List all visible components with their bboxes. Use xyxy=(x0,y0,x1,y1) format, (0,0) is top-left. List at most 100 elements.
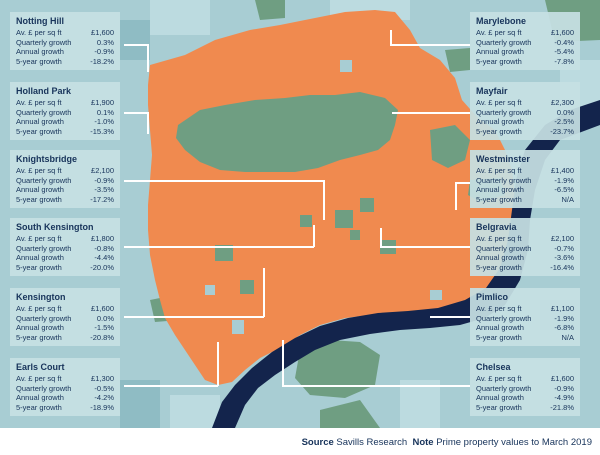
five-year-value: N/A xyxy=(561,194,574,204)
district-card-pimlico: Pimlico Av. £ per sq ft £1,100 Quarterly … xyxy=(470,288,580,346)
leader-line xyxy=(455,182,470,184)
quarterly-value: 0.0% xyxy=(556,107,574,117)
five-year-value: -7.8% xyxy=(554,56,574,66)
quarterly-label: Quarterly growth xyxy=(476,313,532,323)
price-label: Av. £ per sq ft xyxy=(476,234,522,243)
annual-value: -2.5% xyxy=(554,117,574,126)
district-card-marylebone: Marylebone Av. £ per sq ft £1,600 Quarter… xyxy=(470,12,580,70)
annual-label: Annual growth xyxy=(476,323,524,332)
annual-label: Annual growth xyxy=(16,393,64,402)
price-value: £1,800 xyxy=(91,234,114,243)
prime-london-map xyxy=(0,0,600,428)
quarterly-label: Quarterly growth xyxy=(16,313,72,323)
five-year-label: 5-year growth xyxy=(16,194,62,204)
district-name: Pimlico xyxy=(476,292,509,302)
five-year-label: 5-year growth xyxy=(476,262,522,272)
quarterly-label: Quarterly growth xyxy=(16,383,72,393)
five-year-value: -15.3% xyxy=(90,126,114,136)
quarterly-label: Quarterly growth xyxy=(476,383,532,393)
price-label: Av. £ per sq ft xyxy=(16,234,62,243)
annual-value: -0.9% xyxy=(94,47,114,56)
area-edge-tiles xyxy=(205,60,442,334)
quarterly-value: 0.3% xyxy=(96,37,114,47)
quarterly-value: -0.8% xyxy=(94,243,114,253)
district-card-notting-hill: Notting Hill Av. £ per sq ft £1,600 Quart… xyxy=(10,12,120,70)
five-year-value: -18.2% xyxy=(90,56,114,66)
price-value: £1,600 xyxy=(91,28,114,37)
quarterly-label: Quarterly growth xyxy=(16,37,72,47)
quarterly-label: Quarterly growth xyxy=(16,175,72,185)
leader-line xyxy=(124,246,314,248)
price-value: £2,100 xyxy=(551,234,574,243)
district-card-south-kensington: South Kensington Av. £ per sq ft £1,800 Q… xyxy=(10,218,120,276)
price-value: £2,300 xyxy=(551,98,574,107)
five-year-label: 5-year growth xyxy=(476,402,522,412)
quarterly-value: -1.9% xyxy=(554,175,574,185)
five-year-label: 5-year growth xyxy=(476,126,522,136)
price-label: Av. £ per sq ft xyxy=(476,166,522,175)
district-name: South Kensington xyxy=(16,222,94,232)
district-card-belgravia: Belgravia Av. £ per sq ft £2,100 Quarterl… xyxy=(470,218,580,276)
annual-label: Annual growth xyxy=(476,253,524,262)
quarterly-value: 0.0% xyxy=(96,313,114,323)
price-value: £1,900 xyxy=(91,98,114,107)
annual-value: -1.0% xyxy=(94,117,114,126)
leader-line xyxy=(124,385,218,387)
leader-line xyxy=(147,112,149,134)
hyde-park xyxy=(176,92,398,172)
quarterly-label: Quarterly growth xyxy=(476,107,532,117)
quarterly-value: -0.5% xyxy=(94,383,114,393)
river-thames xyxy=(212,100,600,428)
price-label: Av. £ per sq ft xyxy=(16,98,62,107)
leader-line xyxy=(313,225,315,247)
annual-label: Annual growth xyxy=(16,117,64,126)
district-name: Knightsbridge xyxy=(16,154,77,164)
leader-line xyxy=(282,340,284,386)
district-name: Notting Hill xyxy=(16,16,64,26)
leader-line xyxy=(124,112,148,114)
annual-label: Annual growth xyxy=(476,393,524,402)
annual-value: -6.8% xyxy=(554,323,574,332)
garden-squares xyxy=(215,198,396,294)
annual-value: -4.4% xyxy=(94,253,114,262)
district-name: Kensington xyxy=(16,292,66,302)
annual-label: Annual growth xyxy=(16,47,64,56)
price-value: £1,300 xyxy=(91,374,114,383)
leader-line xyxy=(323,180,325,220)
leader-line xyxy=(124,44,148,46)
district-name: Westminster xyxy=(476,154,530,164)
annual-value: -1.5% xyxy=(94,323,114,332)
price-value: £1,600 xyxy=(551,28,574,37)
green-park xyxy=(430,125,470,168)
five-year-value: -20.0% xyxy=(90,262,114,272)
annual-label: Annual growth xyxy=(476,117,524,126)
five-year-value: -16.4% xyxy=(550,262,574,272)
price-label: Av. £ per sq ft xyxy=(16,166,62,175)
leader-line xyxy=(124,316,264,318)
five-year-label: 5-year growth xyxy=(16,332,62,342)
price-label: Av. £ per sq ft xyxy=(16,374,62,383)
price-label: Av. £ per sq ft xyxy=(476,98,522,107)
annual-value: -3.6% xyxy=(554,253,574,262)
district-card-knightsbridge: Knightsbridge Av. £ per sq ft £2,100 Quar… xyxy=(10,150,120,208)
district-name: Mayfair xyxy=(476,86,508,96)
quarterly-label: Quarterly growth xyxy=(476,243,532,253)
leader-line xyxy=(430,316,470,318)
district-name: Marylebone xyxy=(476,16,527,26)
district-name: Chelsea xyxy=(476,362,511,372)
district-card-holland-park: Holland Park Av. £ per sq ft £1,900 Quart… xyxy=(10,82,120,140)
price-label: Av. £ per sq ft xyxy=(476,374,522,383)
district-name: Earls Court xyxy=(16,362,65,372)
leader-line xyxy=(282,385,470,387)
leader-line xyxy=(390,44,470,46)
source-footer: Source Savills Research Note Prime prope… xyxy=(0,428,600,455)
district-card-mayfair: Mayfair Av. £ per sq ft £2,300 Quarterly … xyxy=(470,82,580,140)
district-name: Holland Park xyxy=(16,86,72,96)
district-card-chelsea: Chelsea Av. £ per sq ft £1,600 Quarterly … xyxy=(470,358,580,416)
price-value: £2,100 xyxy=(91,166,114,175)
quarterly-label: Quarterly growth xyxy=(476,37,532,47)
annual-value: -5.4% xyxy=(554,47,574,56)
district-card-westminster: Westminster Av. £ per sq ft £1,400 Quarte… xyxy=(470,150,580,208)
annual-label: Annual growth xyxy=(16,185,64,194)
